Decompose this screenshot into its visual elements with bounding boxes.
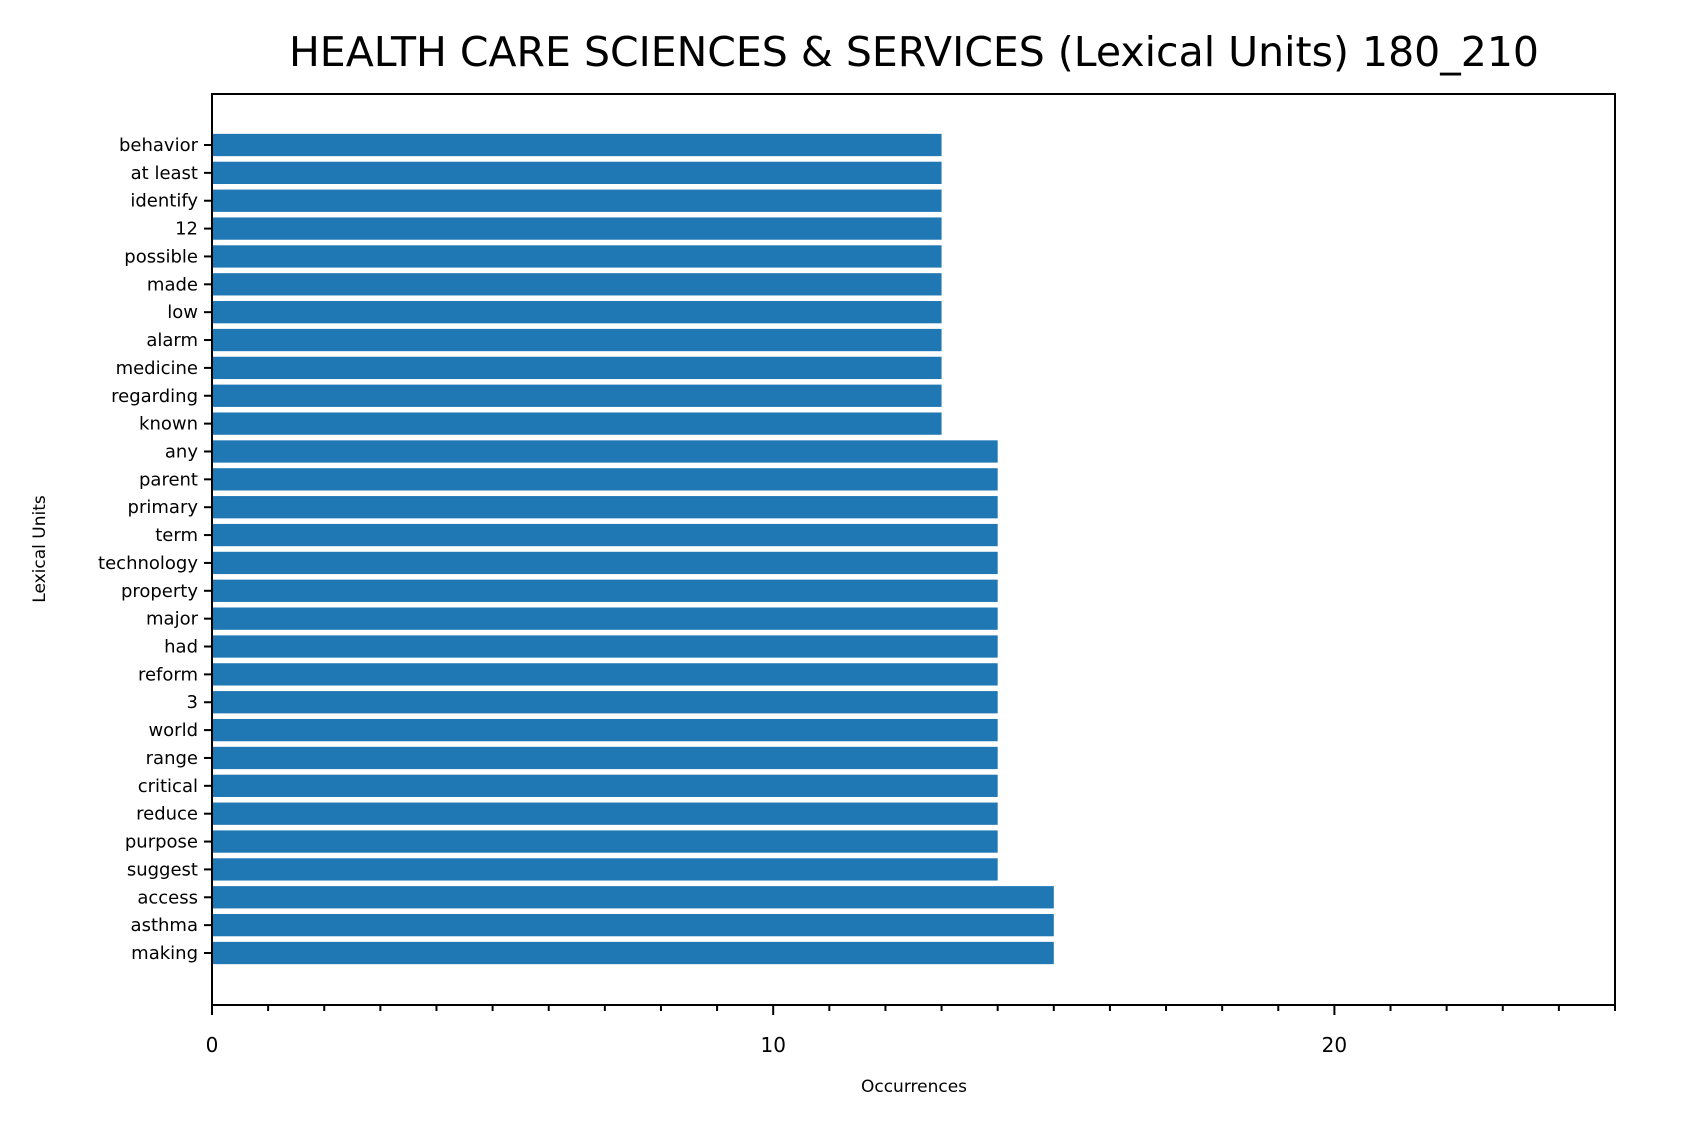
y-tick-label: medicine xyxy=(116,358,198,379)
bar xyxy=(212,858,998,881)
plot-frame xyxy=(211,93,1616,1006)
bar xyxy=(212,328,942,352)
y-tick-label: 3 xyxy=(187,692,198,713)
y-tick-label: purpose xyxy=(125,832,198,853)
bar xyxy=(212,384,942,407)
bar xyxy=(212,551,998,575)
y-tick-label: range xyxy=(146,748,198,769)
y-tick-label: primary xyxy=(128,497,199,518)
y-tick-label: term xyxy=(155,525,198,546)
y-tick-label: had xyxy=(164,637,198,658)
y-tick-label: major xyxy=(146,609,199,630)
y-axis-label: Lexical Units xyxy=(30,495,50,603)
bar xyxy=(212,356,942,380)
bar xyxy=(212,579,998,602)
bar xyxy=(212,189,942,212)
bar xyxy=(212,440,998,463)
y-tick-label: at least xyxy=(131,163,198,184)
y-tick-label: suggest xyxy=(127,859,198,880)
y-tick-label: low xyxy=(167,302,198,323)
bar xyxy=(212,412,942,435)
y-tick-label: world xyxy=(148,720,198,741)
y-tick-label: reform xyxy=(138,664,198,685)
y-tick-label: 12 xyxy=(175,219,198,240)
bar xyxy=(212,468,998,491)
bar xyxy=(212,886,1054,909)
x-tick-label: 20 xyxy=(1322,1033,1347,1057)
bar xyxy=(212,301,942,324)
bars-layer xyxy=(212,133,1054,965)
y-tick-label: asthma xyxy=(131,915,198,936)
y-tick-label: behavior xyxy=(119,135,199,156)
y-tick-label: parent xyxy=(139,469,198,490)
bar xyxy=(212,217,942,240)
bar xyxy=(212,718,998,742)
bar xyxy=(212,273,942,296)
bar xyxy=(212,746,998,770)
y-tick-label: any xyxy=(165,441,198,462)
bar xyxy=(212,496,998,519)
y-tick-label: access xyxy=(137,887,198,908)
bar xyxy=(212,133,942,157)
y-tick-label: identify xyxy=(130,191,198,212)
x-axis-ticks: 0 10 20 xyxy=(206,1005,1616,1057)
y-tick-label: possible xyxy=(124,246,198,267)
bar xyxy=(212,607,998,630)
bar xyxy=(212,523,998,547)
bar xyxy=(212,663,998,686)
x-tick-label: 10 xyxy=(760,1033,785,1057)
y-tick-label: making xyxy=(131,943,198,964)
bar xyxy=(212,691,998,714)
y-tick-label: critical xyxy=(138,776,198,797)
bar xyxy=(212,774,998,797)
chart-title: HEALTH CARE SCIENCES & SERVICES (Lexical… xyxy=(289,28,1539,76)
bar xyxy=(212,802,998,825)
y-tick-label: regarding xyxy=(111,386,198,407)
bar xyxy=(212,161,942,185)
x-axis-label: Occurrences xyxy=(861,1077,967,1097)
y-tick-label: technology xyxy=(98,553,198,574)
y-tick-label: property xyxy=(121,581,198,602)
bar xyxy=(212,635,998,658)
y-tick-label: alarm xyxy=(146,330,198,351)
bar xyxy=(212,913,1054,937)
bar xyxy=(212,830,998,853)
bar xyxy=(212,245,942,268)
y-axis-ticks: making asthma access suggest purpose reduce cr… xyxy=(98,135,212,964)
y-tick-label: known xyxy=(139,414,198,435)
bar xyxy=(212,941,1054,965)
x-tick-label: 0 xyxy=(206,1033,219,1057)
y-tick-label: made xyxy=(147,274,198,295)
y-tick-label: reduce xyxy=(136,804,198,825)
